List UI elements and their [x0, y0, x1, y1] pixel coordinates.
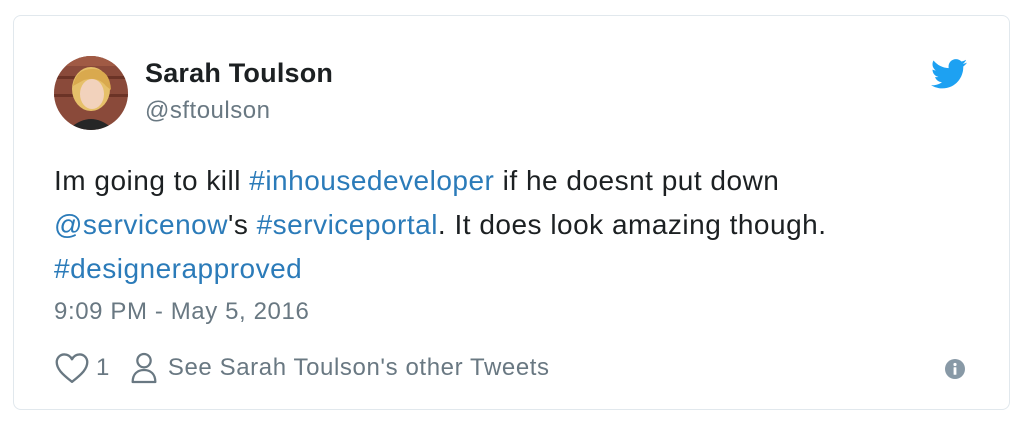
hashtag-link[interactable]: #inhousedeveloper	[249, 165, 495, 196]
tweet-timestamp[interactable]: 9:09 PM - May 5, 2016	[54, 298, 310, 325]
like-button[interactable]: 1	[54, 352, 110, 384]
avatar-image	[54, 56, 128, 130]
embedded-tweet-card: Sarah Toulson @sftoulson Im going to kil…	[13, 15, 1010, 410]
person-icon	[131, 352, 157, 384]
like-count: 1	[96, 354, 110, 381]
mention-link[interactable]: @servicenow	[54, 209, 228, 240]
tweet-text-segment: 's	[227, 209, 257, 240]
hashtag-link[interactable]: #designerapproved	[54, 253, 303, 284]
heart-icon	[55, 353, 89, 383]
tweet-text-segment: Im going to kill	[54, 165, 250, 196]
tweet-text: Im going to kill #inhousedeveloper if he…	[54, 159, 954, 291]
tweet-text-segment: . It does look amazing though.	[437, 209, 827, 240]
info-icon[interactable]	[944, 358, 966, 380]
author-handle[interactable]: @sftoulson	[145, 97, 271, 124]
avatar[interactable]	[54, 56, 128, 130]
tweet-actions: 1 See Sarah Toulson's other Tweets	[54, 351, 550, 385]
author-name[interactable]: Sarah Toulson	[145, 58, 334, 88]
tweet-text-segment: if he doesnt put down	[494, 165, 780, 196]
hashtag-link[interactable]: #serviceportal	[256, 209, 438, 240]
twitter-bird-icon[interactable]	[931, 59, 967, 89]
other-tweets-label: See Sarah Toulson's other Tweets	[167, 354, 550, 381]
other-tweets-link[interactable]: See Sarah Toulson's other Tweets	[130, 352, 550, 384]
